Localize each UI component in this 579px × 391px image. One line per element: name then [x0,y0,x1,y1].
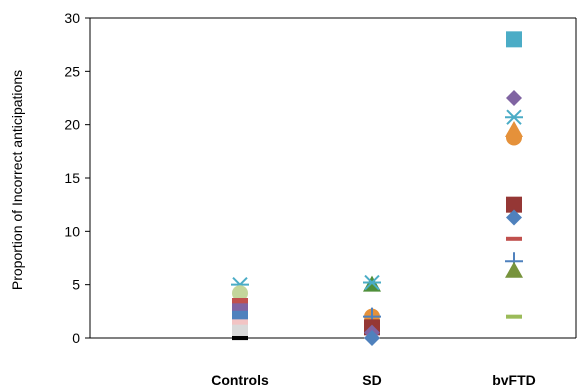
y-tick-label: 0 [72,330,80,346]
y-tick-label: 5 [72,277,80,293]
data-point-square [506,196,522,213]
x-category-label: bvFTD [492,372,536,388]
y-axis-ticks: 0 5 10 15 20 25 30 [64,10,90,346]
x-axis-categories: Controls SD bvFTD [211,372,536,388]
x-category-label: SD [362,372,381,388]
data-point-diamond [506,90,522,106]
data-point-triangle [505,261,523,278]
y-tick-label: 15 [64,170,80,186]
data-point-circle [232,285,248,302]
data-point-square [506,31,522,48]
x-category-label: Controls [211,372,269,388]
data-point-diamond [506,209,522,226]
data-point-star [505,109,523,125]
y-tick-label: 25 [64,63,80,79]
plot-frame [89,17,577,339]
y-tick-label: 20 [64,117,80,133]
y-tick-label: 30 [64,10,80,26]
data-point-dash [506,236,522,241]
data-points [231,31,523,346]
data-point-diamond [364,330,380,346]
data-point-dash [232,336,248,340]
data-point-dash [506,314,522,319]
data-point-circle [506,129,522,146]
y-tick-label: 10 [64,223,80,239]
y-axis-title: Proportion of Incorrect anticipations [9,70,25,290]
data-point-star [363,274,381,291]
